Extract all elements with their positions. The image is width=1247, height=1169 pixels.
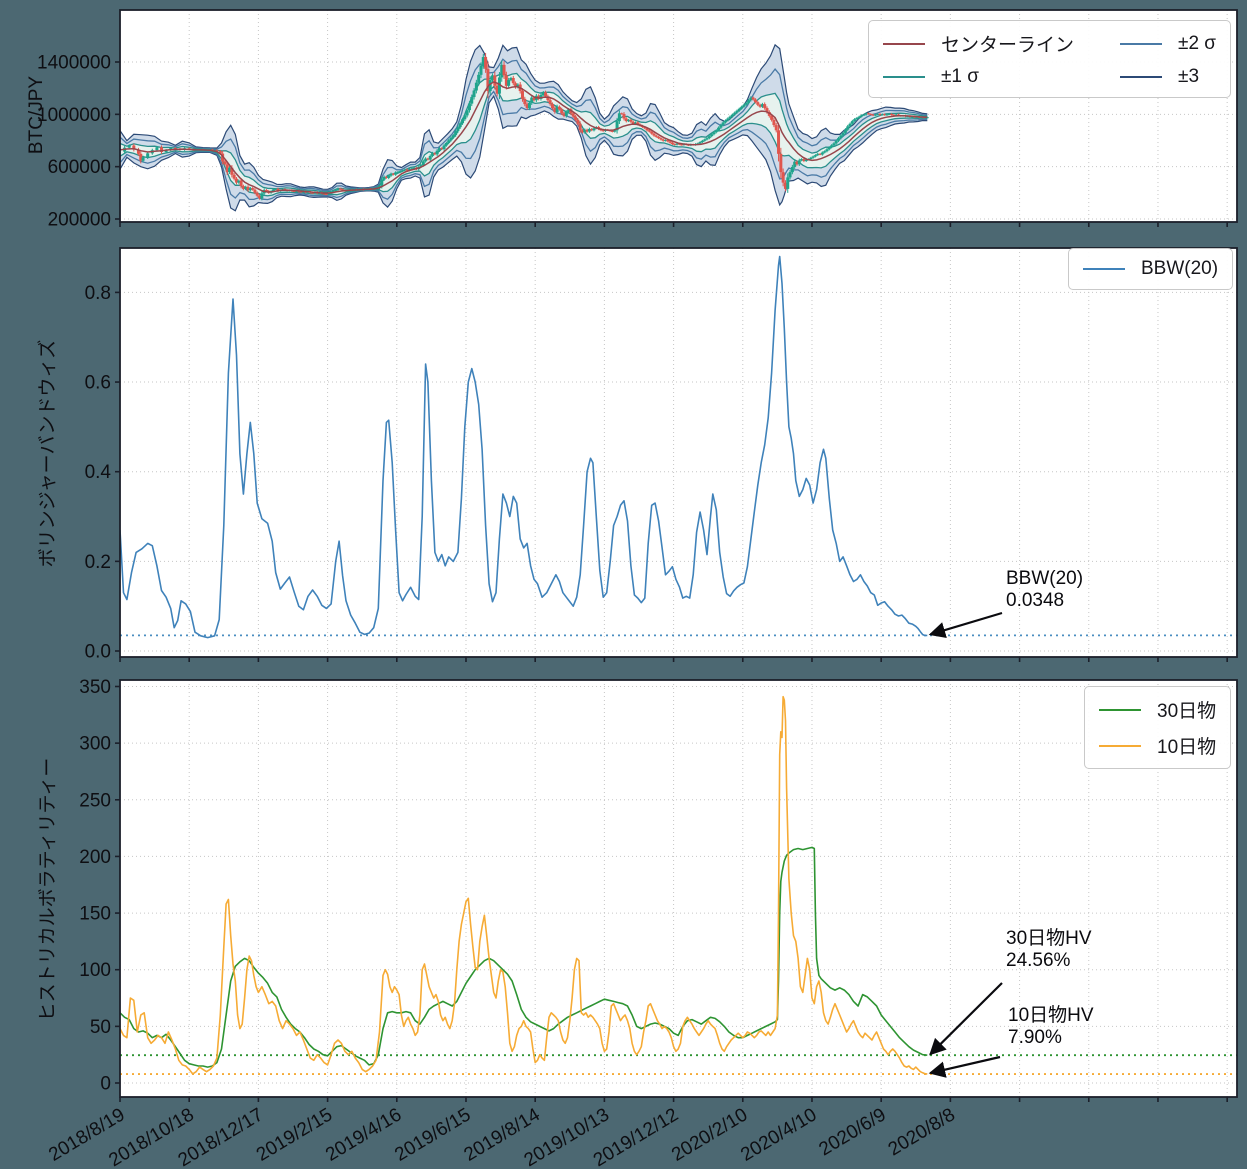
annotation-line: BBW(20) xyxy=(1006,568,1084,589)
svg-text:0: 0 xyxy=(100,1074,111,1095)
legend-label: 30日物 xyxy=(1157,701,1217,722)
legend-item-bbw20: BBW(20) xyxy=(1083,258,1218,280)
svg-text:50: 50 xyxy=(90,1017,111,1038)
svg-text:0.8: 0.8 xyxy=(85,283,111,304)
annotation-bbw-value: BBW(20) 0.0348 xyxy=(1006,568,1083,613)
legend-hv: 30日物 10日物 xyxy=(1084,686,1232,769)
legend-label: ±3 xyxy=(1178,66,1200,87)
legend-label: 10日物 xyxy=(1157,737,1217,758)
annotation-line: 0.0348 xyxy=(1006,590,1065,612)
svg-text:0.6: 0.6 xyxy=(85,373,111,394)
svg-text:0.0: 0.0 xyxy=(85,642,111,663)
legend-item-centerline: センターライン xyxy=(883,30,1074,57)
svg-text:1000000: 1000000 xyxy=(37,105,111,126)
svg-text:1400000: 1400000 xyxy=(37,53,111,74)
sigma1-swatch-icon xyxy=(883,76,925,78)
svg-text:150: 150 xyxy=(79,904,111,925)
svg-text:0.2: 0.2 xyxy=(85,552,111,573)
svg-text:200: 200 xyxy=(79,847,111,868)
legend-bbw: BBW(20) xyxy=(1068,248,1234,290)
svg-text:0.4: 0.4 xyxy=(85,462,112,483)
svg-text:200000: 200000 xyxy=(48,210,111,231)
bbw-swatch-icon xyxy=(1083,268,1125,270)
legend-item-sigma1: ±1 σ xyxy=(883,66,1074,88)
svg-text:100: 100 xyxy=(79,960,111,981)
annotation-line: 10日物HV xyxy=(1008,1005,1094,1026)
legend-label: ±2 σ xyxy=(1178,32,1217,54)
annotation-line: 24.56% xyxy=(1006,950,1071,972)
centerline-swatch-icon xyxy=(883,42,925,45)
svg-text:250: 250 xyxy=(79,790,111,811)
legend-item-sigma3: ±3 xyxy=(1120,66,1216,88)
hv10-swatch-icon xyxy=(1099,744,1141,747)
annotation-line: 30日物HV xyxy=(1006,928,1092,949)
legend-label: BBW(20) xyxy=(1141,258,1219,279)
annotation-hv30-value: 30日物HV 24.56% xyxy=(1006,928,1092,973)
legend-item-sigma2: ±2 σ xyxy=(1120,30,1216,57)
legend-label: センターライン xyxy=(941,35,1075,56)
sigma3-swatch-icon xyxy=(1120,76,1163,78)
hv30-swatch-icon xyxy=(1099,708,1141,711)
legend-bollinger: センターライン ±1 σ ±2 σ ±3 xyxy=(868,20,1232,98)
legend-item-hv30: 30日物 xyxy=(1099,696,1216,723)
svg-text:350: 350 xyxy=(79,677,111,698)
svg-text:600000: 600000 xyxy=(48,157,111,178)
legend-label: ±1 σ xyxy=(941,66,979,87)
sigma2-swatch-icon xyxy=(1120,42,1163,45)
annotation-hv10-value: 10日物HV 7.90% xyxy=(1008,1005,1094,1050)
annotation-line: 7.90% xyxy=(1008,1027,1062,1049)
legend-item-hv10: 10日物 xyxy=(1099,732,1216,759)
svg-text:300: 300 xyxy=(79,734,111,755)
